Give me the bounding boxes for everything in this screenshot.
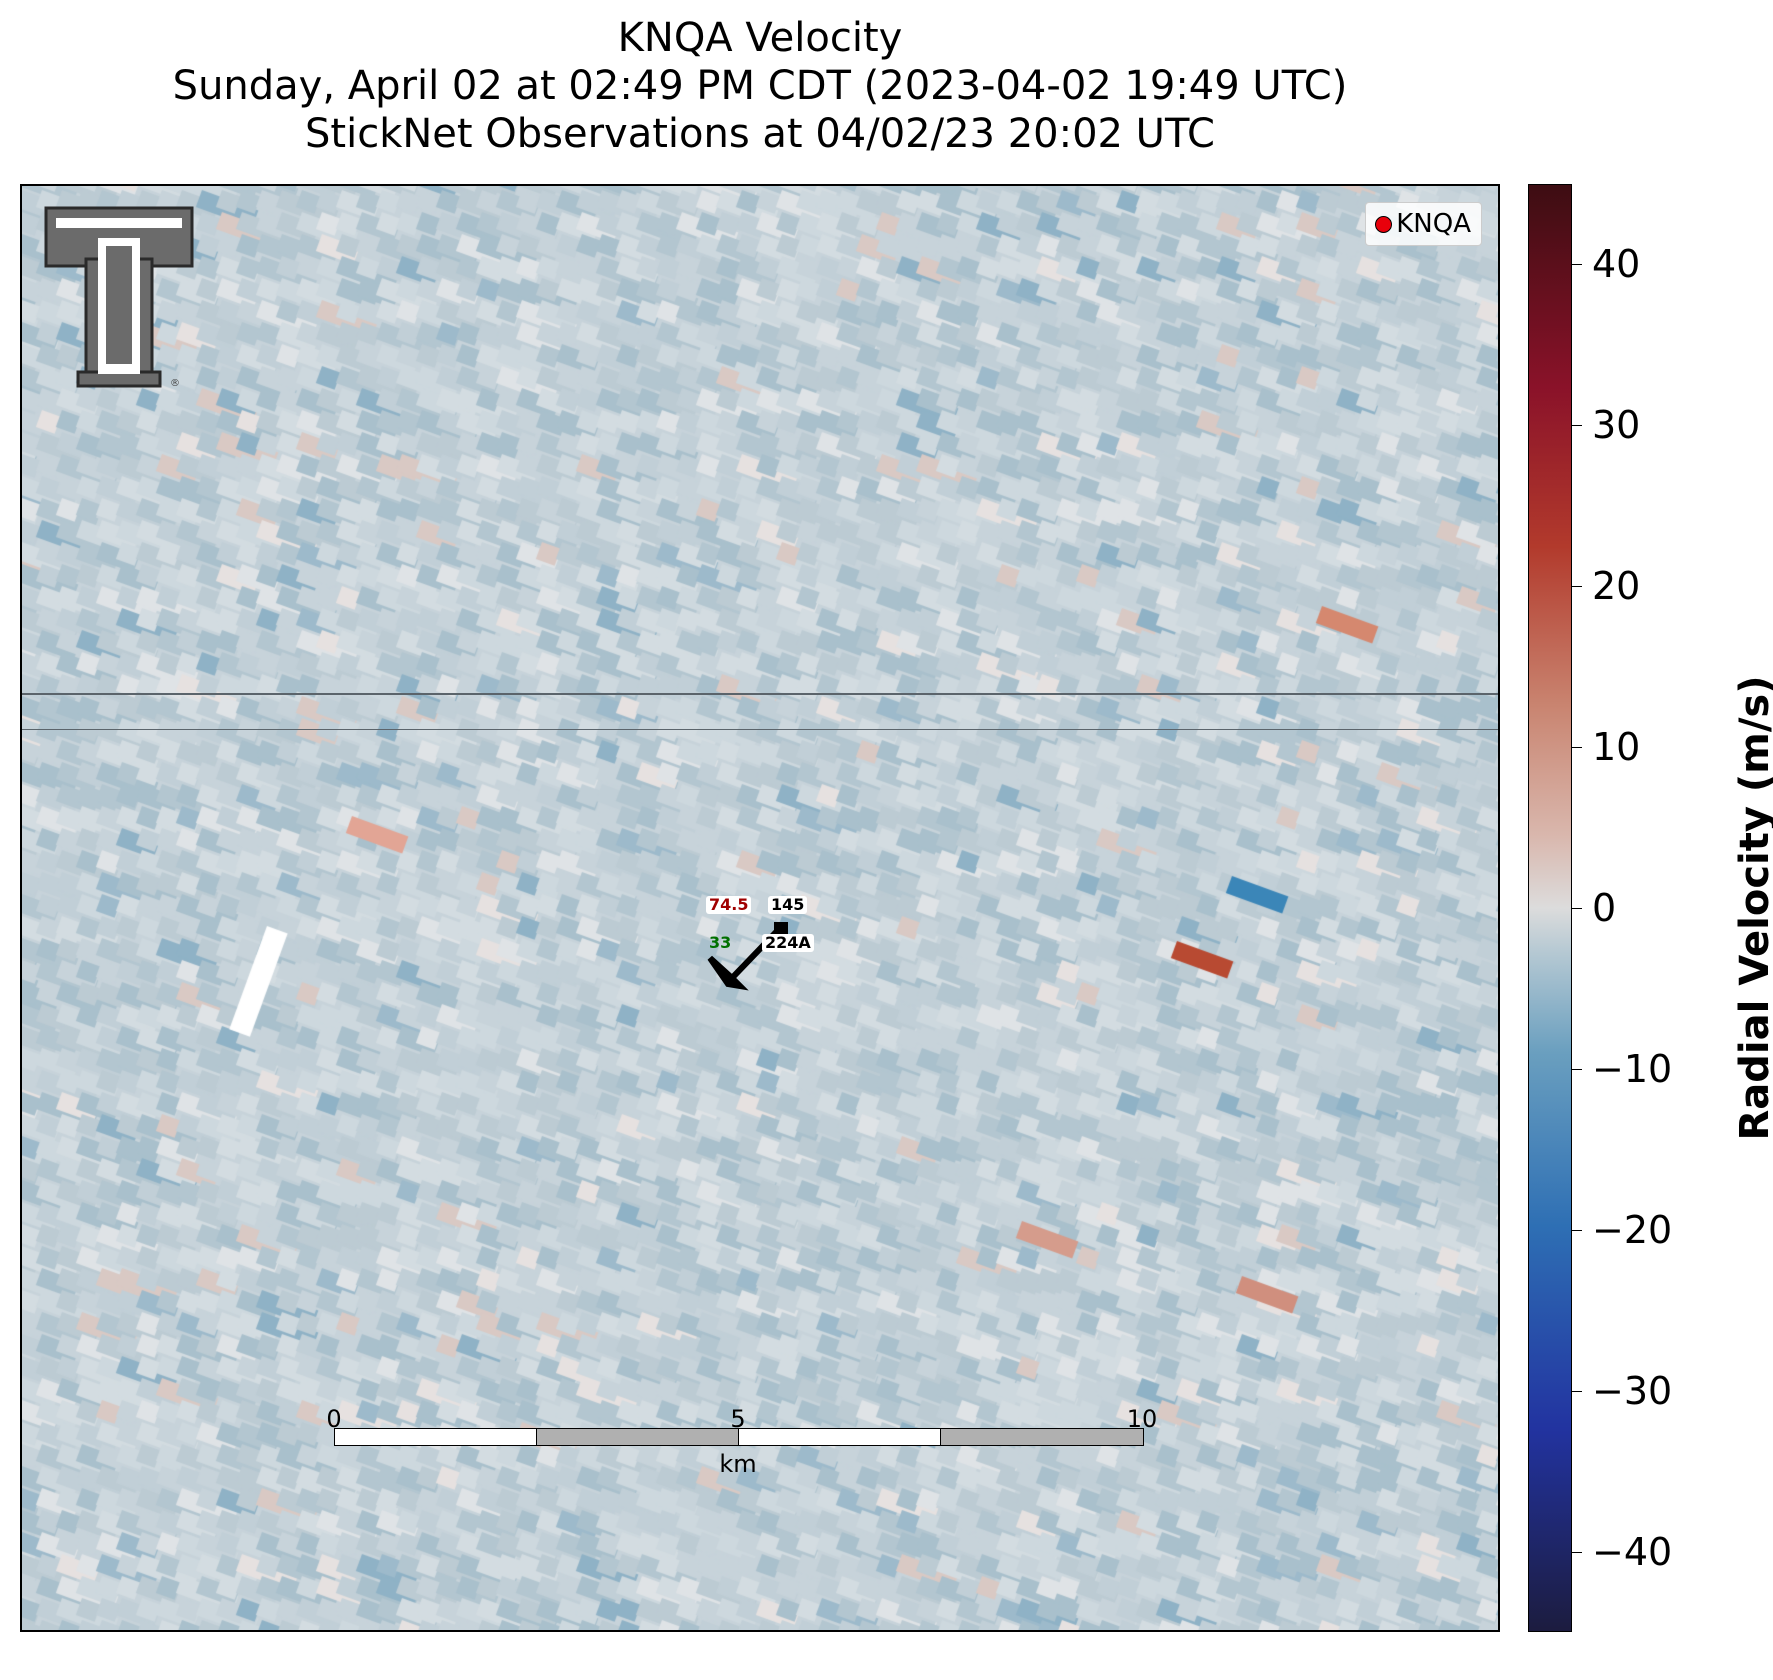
map-legend: KNQA [1365,202,1482,246]
chart-title-line1: KNQA Velocity [617,15,903,61]
station-temperature: 74.5 [706,896,752,914]
colorbar-tick-label: 0 [1592,886,1617,930]
station-id: 224A [762,934,814,952]
colorbar-tick-mark [1572,586,1582,588]
colorbar-tick-label: −20 [1592,1207,1673,1252]
colorbar-tick-mark [1572,1068,1582,1070]
colorbar-title: Radial Velocity (m/s) [1732,675,1773,1141]
colorbar-tick-mark [1572,264,1582,266]
colorbar-tick-mark [1572,1229,1582,1231]
colorbar [1528,184,1572,1632]
colorbar-tick-label: −30 [1592,1368,1673,1413]
scale-bar-tick: 5 [730,1405,746,1433]
scale-bar-unit: km [719,1450,757,1478]
svg-text:®: ® [170,378,180,389]
station-pressure: 145 [768,896,808,914]
chart-title-line2: Sunday, April 02 at 02:49 PM CDT (2023-0… [172,63,1348,109]
colorbar-tick-mark [1572,908,1582,909]
scale-bar: 0 5 10 km [326,1405,1157,1478]
scale-bar-segment [536,1428,740,1446]
colorbar-tick-label: −10 [1592,1046,1673,1091]
scale-bar-tick: 10 [1126,1405,1158,1433]
county-line [22,693,1498,695]
radar-site-marker-icon [1375,216,1393,233]
scale-bar-segment [334,1428,538,1446]
colorbar-tick-label: 40 [1592,242,1641,287]
colorbar-tick-mark [1572,1551,1582,1553]
chart-title-line3: StickNet Observations at 04/02/23 20:02 … [305,111,1215,157]
velocity-field [22,186,1498,1630]
wind-barb-icon [707,922,788,991]
colorbar-tick-mark [1572,747,1582,749]
colorbar-tick-mark [1572,425,1582,427]
scale-bar-tick: 0 [326,1405,342,1433]
texas-tech-logo: ® [42,204,202,398]
scale-bar-segment [940,1428,1144,1446]
colorbar-tick-label: 10 [1592,725,1641,770]
colorbar-tick-label: 30 [1592,403,1641,448]
scale-bar-segment [738,1428,942,1446]
station-dewpoint: 33 [709,933,732,952]
colorbar-tick-label: −40 [1592,1529,1673,1574]
radar-map: ® KNQA 74.5 145 33 224A [20,184,1500,1632]
county-line-secondary [22,729,1498,730]
colorbar-tick-mark [1572,1390,1582,1392]
legend-label: KNQA [1396,209,1471,239]
colorbar-tick-label: 20 [1592,564,1641,609]
